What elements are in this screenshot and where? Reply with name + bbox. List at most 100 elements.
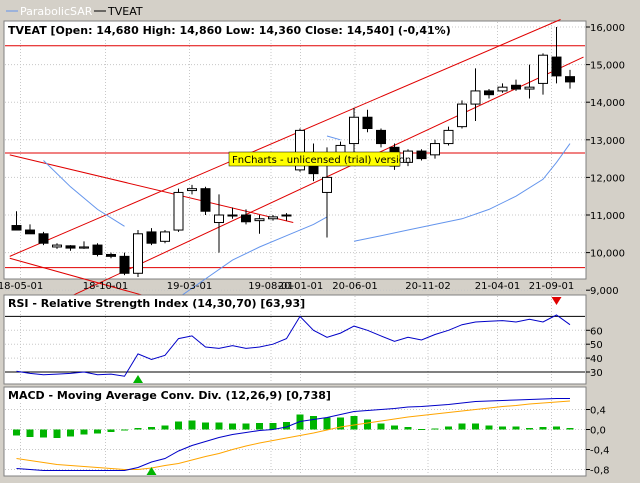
macd-histogram-bar — [445, 426, 452, 430]
macd-histogram-bar — [337, 417, 344, 430]
macd-histogram-bar — [13, 429, 20, 436]
macd-grid — [5, 388, 585, 475]
candle-body — [187, 188, 197, 192]
rsi-panel-header: RSI - Relative Strength Index (14,30,70)… — [8, 297, 305, 310]
y-tick-label: 11,000 — [590, 211, 625, 222]
candle — [376, 128, 386, 148]
macd-histogram-bar — [512, 426, 520, 430]
candle — [25, 224, 35, 235]
legend-sar-label: ParabolicSAR — [20, 5, 93, 18]
candle — [92, 243, 103, 257]
candle — [497, 83, 508, 93]
x-tick-label: 20-01-01 — [278, 281, 323, 292]
macd-histogram-bar — [269, 423, 277, 430]
y-tick-label: 10,000 — [590, 249, 625, 260]
panel-header-bg — [5, 388, 323, 403]
candle — [160, 230, 170, 244]
macd-panel-header: MACD - Moving Average Conv. Div. (12,26,… — [8, 389, 331, 402]
candle-body — [524, 86, 535, 90]
y-tick-label: 0,0 — [590, 426, 606, 437]
legend-series-label: TVEAT — [107, 5, 143, 18]
macd-histogram-bar — [215, 422, 223, 430]
candle-body — [443, 129, 454, 145]
candle-body — [146, 231, 157, 244]
candle — [146, 228, 157, 246]
candle-body — [281, 214, 292, 217]
macd-histogram-bar — [161, 425, 169, 430]
x-tick-label: 18-10-01 — [83, 281, 128, 292]
trend-line — [9, 19, 561, 257]
macd-panel: MACD - Moving Average Conv. Div. (12,26,… — [3, 386, 610, 477]
y-tick-label: 15,000 — [590, 61, 625, 72]
candle-body — [551, 56, 562, 77]
candle — [524, 64, 535, 99]
macd-histogram-bar — [499, 426, 506, 430]
candle — [362, 109, 373, 133]
y-tick-label: -0,4 — [590, 446, 610, 457]
candle — [214, 194, 224, 253]
candle — [470, 68, 481, 121]
candle-body — [173, 191, 184, 231]
candle-body — [106, 253, 116, 257]
macd-y-ticks: 0,4 0,0 -0,4 -0,8 — [586, 406, 610, 477]
macd-histogram-bar — [242, 423, 250, 430]
rsi-series — [16, 314, 571, 377]
candle-body — [65, 245, 76, 249]
y-tick-label: 60 — [590, 326, 603, 337]
candle-body — [470, 90, 481, 105]
candle-body — [119, 255, 130, 274]
macd-histogram-bar — [229, 423, 236, 430]
price-panel: TVEAT [Open: 14,680 High: 14,860 Low: 14… — [0, 19, 625, 323]
macd-histogram-bar — [350, 416, 358, 430]
macd-histogram-bar — [526, 428, 533, 430]
sar-line — [353, 143, 571, 242]
rsi-levels — [5, 315, 585, 373]
candle — [403, 149, 413, 167]
candle — [79, 241, 89, 249]
candle — [119, 252, 130, 276]
rsi-sell-signal — [551, 297, 562, 305]
candle-body — [322, 176, 332, 193]
macd-histogram-bar — [566, 428, 574, 430]
y-tick-label: 40 — [590, 354, 603, 365]
candle-body — [565, 76, 575, 83]
x-tick-label: 21-04-01 — [475, 281, 520, 292]
candle-body — [241, 214, 251, 223]
candle-body — [160, 231, 170, 242]
candle — [484, 89, 494, 99]
macd-histogram-bar — [40, 429, 47, 438]
macd-histogram-bar — [458, 423, 466, 430]
rsi-buy-signal — [133, 375, 143, 383]
macd-lines — [16, 398, 571, 471]
x-tick-label: 21-09-01 — [529, 281, 574, 292]
macd-histogram-bar — [188, 420, 196, 430]
candle-body — [349, 116, 359, 145]
macd-histogram-bar — [539, 427, 547, 430]
candle-body — [511, 84, 521, 90]
y-tick-label: 50 — [590, 340, 603, 351]
candle — [281, 213, 292, 221]
candle-body — [416, 150, 427, 160]
candle — [65, 245, 76, 251]
candle-body — [376, 129, 386, 145]
candle — [200, 186, 211, 215]
macd-histogram-bar — [310, 416, 317, 430]
macd-histogram-bar — [175, 421, 182, 430]
macd-histogram-bar — [26, 429, 34, 437]
sar-line — [43, 160, 125, 227]
candle — [443, 126, 454, 146]
panel-header-bg — [5, 296, 295, 311]
macd-histogram-bar — [418, 429, 425, 430]
macd-signal-line — [16, 400, 571, 470]
price-panel-header: TVEAT [Open: 14,680 High: 14,860 Low: 14… — [8, 24, 451, 37]
y-tick-label: -0,8 — [590, 466, 610, 477]
candle-body — [11, 225, 22, 231]
macd-histogram-bar — [80, 429, 88, 435]
candle — [457, 100, 467, 129]
candle-body — [200, 188, 211, 212]
x-tick-label: 18-05-01 — [0, 281, 43, 292]
macd-histogram-bar — [53, 429, 61, 438]
candle — [416, 149, 427, 161]
rsi-y-ticks: 30 40 50 60 — [586, 326, 603, 379]
candle — [241, 209, 251, 225]
